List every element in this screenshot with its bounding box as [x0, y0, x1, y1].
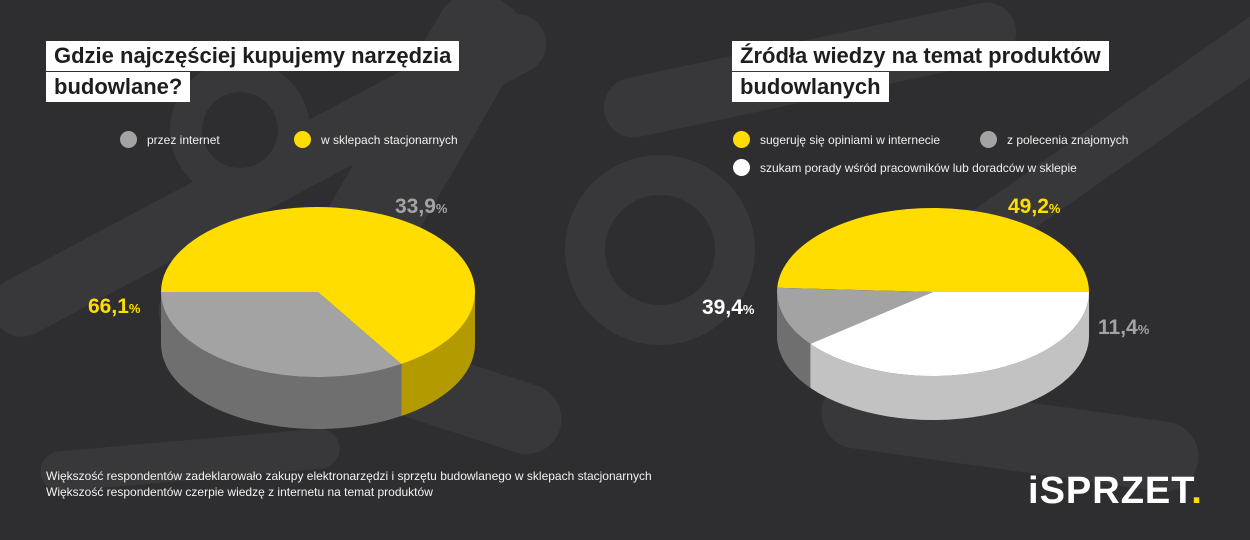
legend-label: szukam porady wśród pracowników lub dora…: [760, 160, 1077, 175]
data-label-unit: %: [1138, 322, 1150, 337]
legend-item-online-reviews: sugeruję się opiniami w internecie: [733, 131, 940, 148]
pie-2-side-2: [777, 292, 811, 388]
legend-label: z polecenia znajomych: [1007, 132, 1129, 147]
legend-dot-gray: [120, 131, 137, 148]
legend-label: sugeruję się opiniami w internecie: [760, 132, 941, 147]
right-chart-title-line-2: budowlanych: [732, 72, 889, 102]
pie-2-side-3: [810, 292, 1089, 420]
legend-item-internet: przez internet: [120, 131, 220, 148]
logo-dot: .: [1191, 470, 1203, 512]
logo-i: i: [1028, 470, 1040, 512]
pie-1-slice-2: [161, 206, 475, 365]
data-label-unit: %: [743, 302, 755, 317]
legend-dot-yellow: [294, 131, 311, 148]
pie-2-data-label-2: 11,4%: [1098, 316, 1150, 339]
right-chart-title-line-1: Źródła wiedzy na temat produktów: [732, 41, 1109, 71]
data-label-value: 66,1: [88, 295, 129, 318]
footer-note-1: Większość respondentów zadeklarowało zak…: [46, 469, 652, 483]
data-label-value: 11,4: [1098, 316, 1138, 339]
footer-notes: Większość respondentów zadeklarowało zak…: [46, 468, 652, 500]
legend-item-friends: z polecenia znajomych: [980, 131, 1128, 148]
pie-2-slice-3: [810, 292, 1089, 376]
pie-2-slice-2: [777, 287, 933, 344]
pie-2-data-label-3: 39,4%: [702, 296, 755, 319]
pie-1-side-1: [161, 292, 402, 429]
pie-2-slice-1: [777, 208, 1089, 292]
legend-label: przez internet: [147, 132, 220, 147]
left-chart-title-line-1: Gdzie najczęściej kupujemy narzędzia: [46, 41, 460, 71]
legend-dot-white: [733, 159, 750, 176]
legend-item-stores: w sklepach stacjonarnych: [294, 131, 458, 148]
pie-1-data-label-2: 66,1%: [88, 295, 141, 318]
data-label-unit: %: [1049, 201, 1061, 216]
data-label-value: 39,4: [702, 296, 743, 319]
data-label-unit: %: [129, 301, 141, 316]
legend-label: w sklepach stacjonarnych: [321, 132, 458, 147]
data-label-unit: %: [436, 201, 448, 216]
left-chart-title-line-2: budowlane?: [46, 72, 191, 102]
isprzet-logo: iSPRZET.: [1028, 470, 1203, 513]
legend-item-store-staff: szukam porady wśród pracowników lub dora…: [733, 159, 1077, 176]
data-label-value: 33,9: [395, 195, 436, 218]
legend-dot-gray: [980, 131, 997, 148]
pie-1-slice-1: [161, 292, 402, 377]
pie-1-side-2: [401, 292, 475, 417]
footer-note-2: Większość respondentów czerpie wiedzę z …: [46, 485, 433, 499]
logo-text: SPRZET: [1039, 470, 1192, 512]
pie-2-data-label-1: 49,2%: [1008, 195, 1061, 218]
legend-dot-yellow: [733, 131, 750, 148]
data-label-value: 49,2: [1008, 195, 1049, 218]
pie-1-data-label-1: 33,9%: [395, 195, 448, 218]
